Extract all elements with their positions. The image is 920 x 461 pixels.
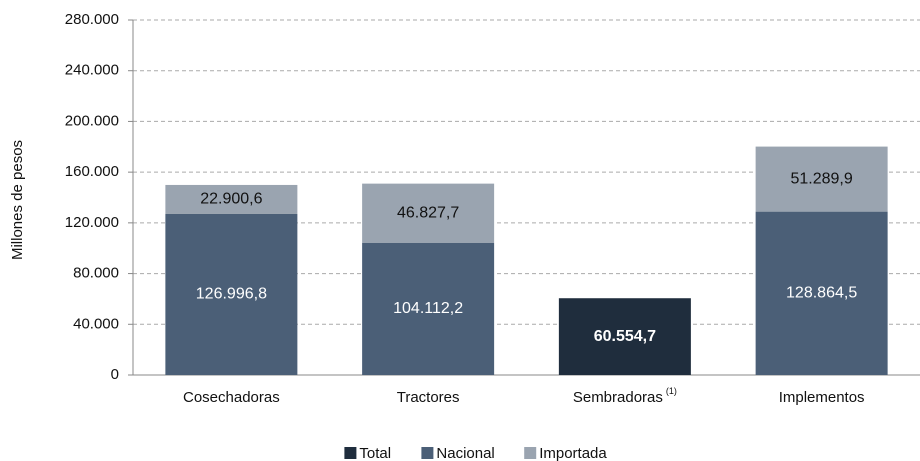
x-tick-label: Tractores: [397, 389, 460, 406]
category-name: Implementos: [779, 389, 865, 406]
category-name: Cosechadoras: [183, 389, 280, 406]
x-tick-label: Implementos: [779, 389, 865, 406]
bar-segment: [755, 146, 888, 212]
y-tick-label: 240.000: [65, 62, 119, 79]
data-label: 22.900,6: [200, 191, 262, 208]
bar-segment: [362, 183, 495, 244]
bar-segment: [558, 298, 691, 375]
x-tick-label: Sembradoras (1): [573, 386, 677, 406]
category-name: Sembradoras: [573, 389, 663, 406]
y-tick-label: 40.000: [73, 315, 119, 332]
y-tick-label: 0: [111, 366, 119, 383]
legend-label: Nacional: [436, 445, 494, 461]
legend-label: Total: [359, 445, 391, 461]
legend-swatch: [524, 447, 537, 459]
legend-swatch: [344, 447, 357, 459]
y-tick-label: 280.000: [65, 11, 119, 28]
category-note: (1): [666, 386, 677, 396]
y-axis-label: Millones de pesos: [9, 140, 26, 260]
data-label: 126.996,8: [196, 286, 267, 303]
bar-segment: [362, 243, 495, 375]
bar-segment: [165, 213, 298, 375]
data-label: 51.289,9: [790, 170, 852, 187]
category-name: Tractores: [397, 389, 460, 406]
data-label: 60.554,7: [594, 328, 656, 345]
bar-segment: [165, 184, 298, 214]
x-tick-label: Cosechadoras: [183, 389, 280, 406]
legend-swatch: [421, 447, 434, 459]
data-label: 128.864,5: [786, 285, 857, 302]
legend-label: Importada: [539, 445, 607, 461]
y-tick-label: 160.000: [65, 163, 119, 180]
y-tick-label: 200.000: [65, 112, 119, 129]
y-tick-label: 120.000: [65, 214, 119, 231]
data-label: 46.827,7: [397, 205, 459, 222]
data-label: 104.112,2: [393, 300, 463, 317]
bar-segment: [755, 211, 888, 375]
y-tick-label: 80.000: [73, 265, 119, 282]
